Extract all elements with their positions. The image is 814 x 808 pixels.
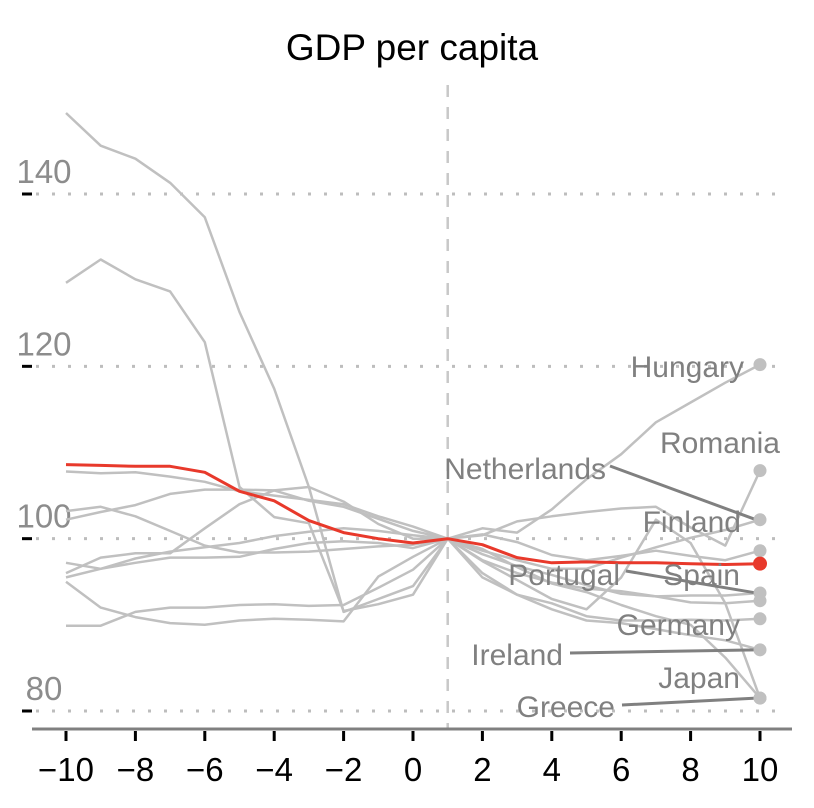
label-finland: Finland: [643, 506, 741, 539]
endpoint-dot-highlighted: [753, 556, 767, 571]
x-tick-label: 4: [543, 751, 561, 788]
label-connectors: [569, 464, 757, 707]
y-axis: 80 100 120 140: [16, 153, 72, 713]
endpoint-dot-germany: [753, 612, 767, 626]
series-line-ireland: [65, 258, 761, 652]
y-tick-label: 120: [16, 325, 71, 362]
endpoint-dot-greece: [753, 691, 767, 705]
label-portugal: Portugal: [508, 559, 620, 592]
x-tick-label: −8: [117, 751, 155, 788]
chart-title: GDP per capita: [286, 27, 539, 68]
label-hungary: Hungary: [631, 351, 744, 384]
connector-ireland: [569, 648, 757, 655]
endpoint-dot-finland: [753, 544, 767, 558]
y-tick-label: 80: [26, 670, 63, 707]
series-line-romania: [65, 470, 762, 575]
label-netherlands: Netherlands: [444, 453, 606, 486]
label-japan: Japan: [658, 662, 740, 695]
series-line-finland: [65, 505, 761, 562]
endpoint-dot-spain: [753, 594, 767, 608]
endpoint-dot-romania: [753, 464, 767, 478]
x-tick-label: −10: [38, 751, 94, 788]
series-lines: [65, 112, 762, 699]
country-labels: Hungary Romania Netherlands Finland Portugal…: [444, 351, 780, 724]
x-tick-label: −6: [186, 751, 224, 788]
x-tick-label: 6: [612, 751, 630, 788]
endpoint-dots: [753, 358, 767, 705]
series-line-germany: [65, 112, 761, 622]
x-tick-label: −4: [255, 751, 293, 788]
endpoint-dot-netherlands: [753, 513, 767, 527]
x-tick-label: 10: [742, 751, 779, 788]
x-tick-label: 2: [473, 751, 491, 788]
connector-netherlands: [609, 464, 757, 522]
label-ireland: Ireland: [471, 639, 563, 672]
x-tick-label: 0: [404, 751, 422, 788]
label-greece: Greece: [517, 691, 615, 724]
series-line-netherlands: [65, 488, 761, 571]
x-tick-label: −2: [325, 751, 363, 788]
series-line-spain: [65, 537, 761, 605]
endpoint-dot-ireland: [753, 643, 767, 657]
y-tick-label: 100: [16, 498, 71, 535]
series-line-greece: [65, 518, 762, 699]
x-tick-label: 8: [681, 751, 699, 788]
y-tick-label: 140: [16, 153, 71, 190]
gridlines: [36, 192, 788, 713]
endpoint-dot-hungary: [753, 358, 767, 372]
connector-portugal: [625, 569, 757, 595]
x-axis: −10 −8 −6 −4 −2 0 2 4 6 8 10: [32, 727, 792, 788]
label-romania: Romania: [660, 427, 780, 460]
series-line-hungary: [65, 363, 761, 571]
label-spain: Spain: [663, 559, 740, 592]
series-line-japan: [65, 470, 761, 699]
label-germany: Germany: [617, 609, 740, 642]
connector-greece: [621, 696, 757, 707]
series-line-highlighted: [65, 463, 761, 566]
